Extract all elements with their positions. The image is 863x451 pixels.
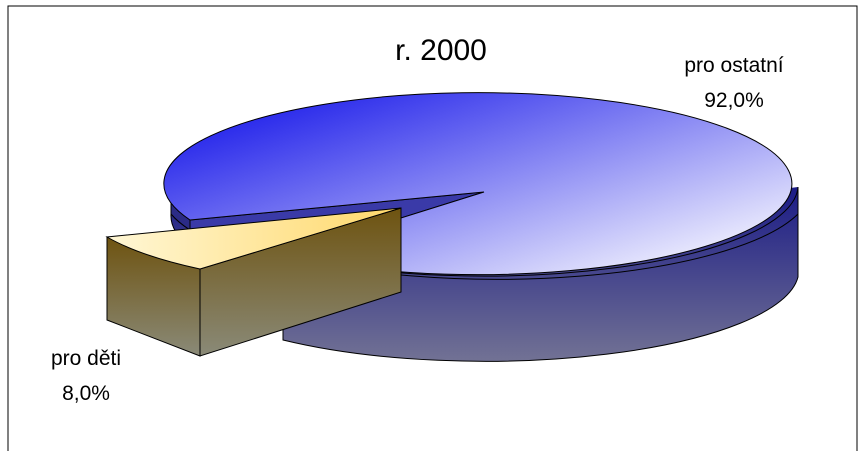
slice-label-deti: pro děti [51,347,121,370]
slice-value-deti: 8,0% [62,382,110,405]
small-slice-top [105,207,402,270]
slice-label-ostatni: pro ostatní [684,54,783,77]
big-slice-top [163,92,793,276]
chart-title: r. 2000 [395,34,487,67]
slice-value-ostatni: 92,0% [704,89,764,112]
chart-area-border [7,5,858,451]
